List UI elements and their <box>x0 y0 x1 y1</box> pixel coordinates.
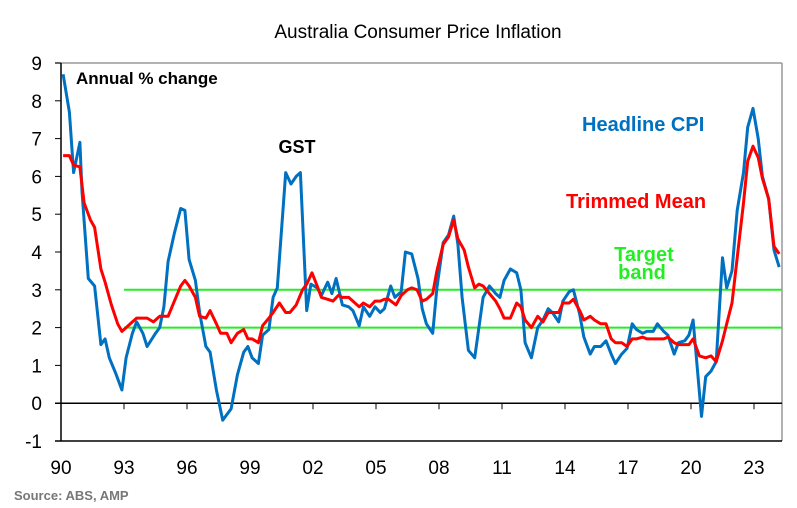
y-axis-label: Annual % change <box>76 69 218 88</box>
x-tick-label: 17 <box>617 458 638 479</box>
y-tick-label: 8 <box>31 92 42 113</box>
legend-headline-cpi: Headline CPI <box>582 114 704 136</box>
y-tick-label: 6 <box>31 167 42 188</box>
y-tick-label: 5 <box>31 205 42 226</box>
y-tick-label: 3 <box>31 281 42 302</box>
x-tick-label: 02 <box>302 458 323 479</box>
x-tick-label: 93 <box>113 458 134 479</box>
x-tick-label: 08 <box>428 458 449 479</box>
y-tick-label: -1 <box>25 432 42 453</box>
x-tick-label: 99 <box>239 458 260 479</box>
y-tick-label: 7 <box>31 130 42 151</box>
gst-annotation: GST <box>278 137 315 157</box>
series-lines <box>61 74 781 422</box>
chart-title: Australia Consumer Price Inflation <box>274 22 561 43</box>
x-tick-label: 90 <box>50 458 71 479</box>
source-note: Source: ABS, AMP <box>14 488 129 503</box>
target-band-label-line1: Target <box>614 244 674 266</box>
x-tick-label: 96 <box>176 458 197 479</box>
y-tick-label: 4 <box>31 243 42 264</box>
legend-trimmed-mean: Trimmed Mean <box>566 191 706 213</box>
target-band-label-line2: band <box>618 262 666 284</box>
x-tick-label: 20 <box>680 458 701 479</box>
target-band <box>124 288 782 329</box>
y-tick-label: 2 <box>31 319 42 340</box>
series-line-trimmed-mean <box>63 144 781 364</box>
x-tick-label: 05 <box>365 458 386 479</box>
x-tick-label: 11 <box>492 458 512 479</box>
y-tick-label: 9 <box>31 54 42 75</box>
y-tick-label: 0 <box>31 394 42 415</box>
series-line-headline-cpi <box>61 74 781 422</box>
x-tick-label: 14 <box>554 458 576 479</box>
y-tick-label: 1 <box>31 356 42 377</box>
x-tick-label: 23 <box>743 458 764 479</box>
